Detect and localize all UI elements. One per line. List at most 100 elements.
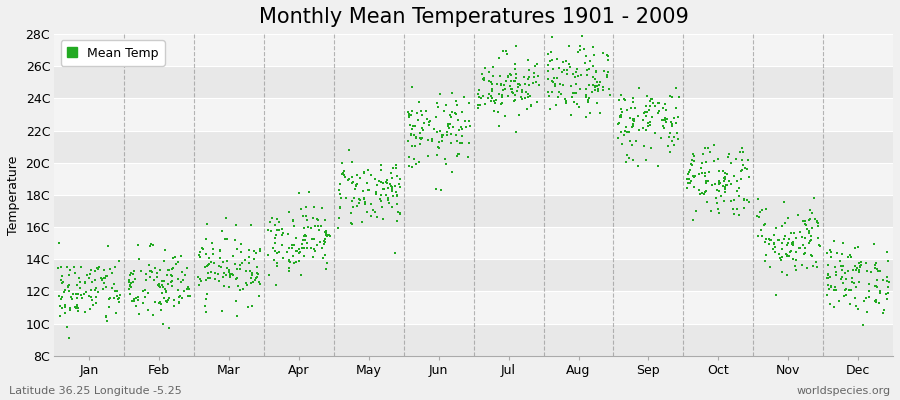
Point <box>157 258 171 264</box>
Point <box>786 240 800 246</box>
Point <box>218 236 232 242</box>
Point <box>376 185 391 192</box>
Point <box>390 218 404 224</box>
Point <box>270 250 284 257</box>
Point <box>357 199 372 206</box>
Point <box>636 125 651 132</box>
Point <box>872 300 886 306</box>
Point <box>370 214 384 220</box>
Point <box>834 267 849 274</box>
Point <box>659 107 673 113</box>
Point <box>881 283 896 290</box>
Point <box>601 53 616 59</box>
Point <box>434 186 448 193</box>
Point <box>549 56 563 63</box>
Point <box>459 124 473 130</box>
Point <box>684 160 698 167</box>
Point <box>310 222 325 229</box>
Point <box>570 101 584 107</box>
Point <box>726 197 741 203</box>
Point <box>170 287 184 294</box>
Point <box>632 85 646 91</box>
Point <box>265 215 279 221</box>
Point <box>226 271 240 278</box>
Point <box>70 302 85 308</box>
Point <box>261 252 275 258</box>
Point <box>737 205 751 211</box>
Point <box>639 103 653 110</box>
Point <box>238 257 252 264</box>
Point <box>372 178 386 184</box>
Point <box>158 247 172 254</box>
Point <box>405 164 419 170</box>
Point <box>799 222 814 228</box>
Point <box>448 98 463 104</box>
Point <box>221 284 236 291</box>
Point <box>793 245 807 252</box>
Point <box>409 134 423 140</box>
Point <box>652 100 666 106</box>
Point <box>315 245 329 251</box>
Point <box>643 121 657 128</box>
Point <box>140 290 155 296</box>
Point <box>775 223 789 230</box>
Point <box>785 240 799 247</box>
Point <box>724 181 738 187</box>
Point <box>282 257 296 264</box>
Point <box>100 318 114 324</box>
Point <box>667 142 681 149</box>
Point <box>122 282 137 288</box>
Point <box>838 286 852 292</box>
Point <box>450 153 464 159</box>
Point <box>85 297 99 303</box>
Point <box>111 293 125 299</box>
Point <box>666 115 680 121</box>
Point <box>194 278 208 284</box>
Point <box>724 160 738 166</box>
Point <box>160 299 175 305</box>
Point <box>519 88 534 95</box>
Point <box>716 198 731 204</box>
Point <box>500 51 515 58</box>
Point <box>390 172 404 179</box>
Point <box>651 110 665 116</box>
Point <box>788 266 803 273</box>
Point <box>202 254 216 261</box>
Point <box>572 86 587 92</box>
Point <box>382 181 397 188</box>
Point <box>639 109 653 115</box>
Point <box>705 181 719 188</box>
Point <box>784 247 798 254</box>
Point <box>318 252 332 258</box>
Point <box>873 268 887 274</box>
Point <box>242 254 256 260</box>
Point <box>513 82 527 88</box>
Point <box>364 172 379 178</box>
Point <box>541 62 555 69</box>
Point <box>624 104 638 111</box>
Point <box>849 284 863 291</box>
Point <box>180 265 194 272</box>
Point <box>491 108 505 115</box>
Point <box>425 136 439 142</box>
Point <box>698 158 713 165</box>
Point <box>171 294 185 300</box>
Point <box>67 291 81 297</box>
Point <box>112 292 127 298</box>
Point <box>244 222 258 228</box>
Point <box>767 232 781 238</box>
Point <box>205 251 220 257</box>
Point <box>308 248 322 254</box>
Point <box>219 272 233 278</box>
Point <box>296 213 310 219</box>
Point <box>603 92 617 98</box>
Point <box>108 288 122 294</box>
Point <box>567 99 581 105</box>
Point <box>337 168 351 174</box>
Point <box>767 240 781 246</box>
Point <box>243 280 257 286</box>
Point <box>754 233 769 240</box>
Title: Monthly Mean Temperatures 1901 - 2009: Monthly Mean Temperatures 1901 - 2009 <box>258 7 688 27</box>
Point <box>685 157 699 164</box>
Point <box>346 220 360 227</box>
